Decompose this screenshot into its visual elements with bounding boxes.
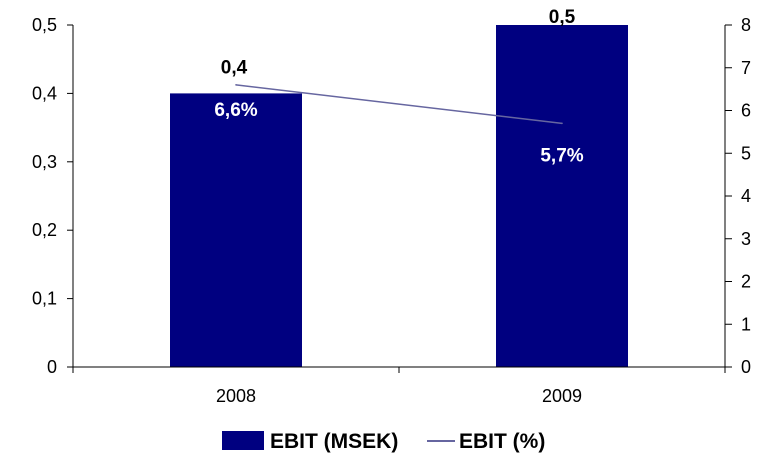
x-tick-label: 2009 [542,386,582,406]
line-value-label: 5,7% [540,145,583,166]
y-right-tick-label: 3 [741,229,751,249]
bar-2008 [170,93,302,368]
y-right-tick-label: 2 [741,272,751,292]
y-right-tick-label: 0 [741,357,751,377]
legend-label-ebit-msek: EBIT (MSEK) [270,430,398,453]
y-left-tick-label: 0 [47,357,57,377]
bar-2009 [496,25,628,367]
legend: EBIT (MSEK) EBIT (%) [222,430,545,453]
y-left-tick-label: 0,5 [32,15,57,35]
line-point-2009 [561,122,563,125]
x-tick-label: 2008 [216,386,256,406]
y-right-tick-label: 1 [741,314,751,334]
line-value-label: 6,6% [214,100,257,121]
legend-swatch-ebit-msek [222,431,264,450]
y-right-tick-label: 8 [741,15,751,35]
bar-value-label: 0,5 [549,7,576,28]
plot-area: 0 0,1 0,2 0,3 0,4 0,5 0 1 2 3 4 5 6 7 8 2008 2009 0,4 0,5 6… [32,7,751,406]
y-right-tick-label: 7 [741,58,751,78]
legend-label-ebit-percent: EBIT (%) [459,430,545,453]
y-right-tick-label: 4 [741,186,751,206]
y-left-tick-label: 0,4 [32,83,57,103]
y-right-tick-label: 6 [741,101,751,121]
y-left-tick-label: 0,1 [32,289,57,309]
y-left-tick-label: 0,3 [32,152,57,172]
y-right-tick-label: 5 [741,143,751,163]
line-point-2008 [235,84,237,86]
bar-value-label: 0,4 [221,57,248,78]
y-left-tick-label: 0,2 [32,220,57,240]
line-ebit-percent [235,84,563,125]
